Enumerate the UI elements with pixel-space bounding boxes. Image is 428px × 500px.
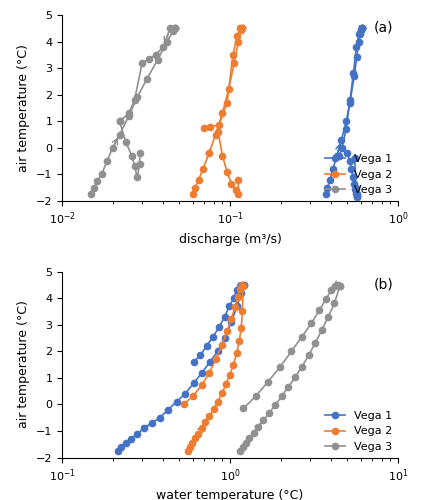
Y-axis label: air temperature (°C): air temperature (°C) <box>17 44 30 172</box>
Text: (b): (b) <box>373 277 393 291</box>
Text: (a): (a) <box>374 20 393 34</box>
Y-axis label: air temperature (°C): air temperature (°C) <box>17 300 30 428</box>
Legend: Vega 1, Vega 2, Vega 3: Vega 1, Vega 2, Vega 3 <box>325 411 392 452</box>
Legend: Vega 1, Vega 2, Vega 3: Vega 1, Vega 2, Vega 3 <box>325 154 392 196</box>
X-axis label: water temperature (°C): water temperature (°C) <box>156 490 304 500</box>
X-axis label: discharge (m³/s): discharge (m³/s) <box>178 233 282 246</box>
